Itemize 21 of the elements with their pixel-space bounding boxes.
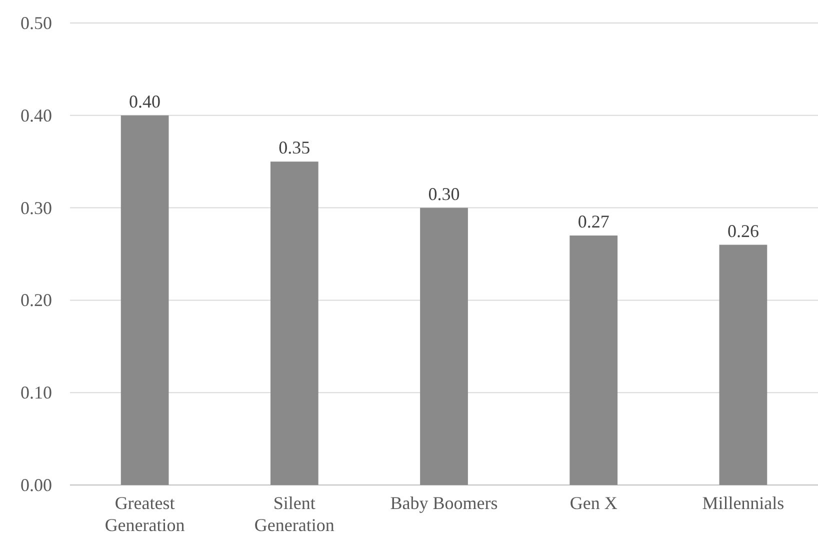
bar xyxy=(719,244,768,485)
y-tick-label: 0.50 xyxy=(20,13,52,33)
x-tick-label: Millennials xyxy=(702,493,784,513)
y-tick-label: 0.10 xyxy=(20,382,52,403)
x-tick-label: Gen X xyxy=(570,493,618,513)
bar xyxy=(420,208,468,485)
x-tick-label: Greatest Generation xyxy=(104,493,185,535)
x-tick-label: Baby Boomers xyxy=(390,493,498,513)
data-label: 0.27 xyxy=(578,212,610,232)
y-tick-label: 0.40 xyxy=(20,105,52,126)
bar xyxy=(120,115,169,485)
y-tick-label: 0.00 xyxy=(20,475,52,495)
y-tick-label: 0.30 xyxy=(20,198,52,218)
bar xyxy=(270,162,318,485)
data-label: 0.26 xyxy=(727,220,759,241)
x-tick-label: Silent Generation xyxy=(254,493,334,535)
data-label: 0.30 xyxy=(428,184,460,204)
bar xyxy=(570,236,618,485)
data-label: 0.40 xyxy=(129,91,161,112)
y-tick-label: 0.20 xyxy=(20,290,52,310)
data-label: 0.35 xyxy=(278,138,310,158)
